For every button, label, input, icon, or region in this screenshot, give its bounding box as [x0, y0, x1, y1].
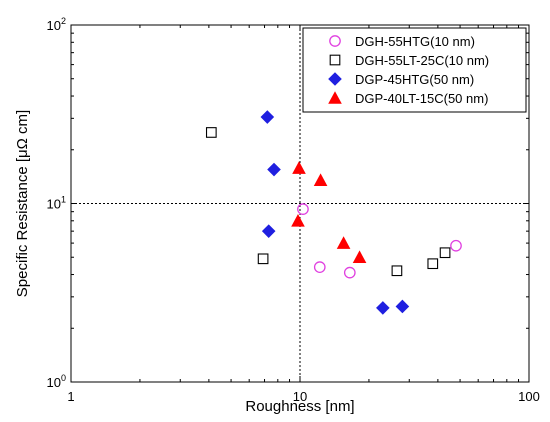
legend-marker — [328, 91, 342, 104]
data-point — [261, 224, 276, 238]
data-point — [391, 265, 403, 277]
series-2 — [205, 127, 451, 277]
data-point — [352, 250, 367, 264]
legend-marker — [329, 35, 341, 47]
series-1 — [297, 203, 462, 279]
legend-marker — [329, 54, 341, 66]
tick-labels: 1 10 100 100 101 102 — [47, 16, 540, 404]
y-tick-label: 102 — [47, 16, 66, 33]
y-tick-label: 100 — [47, 373, 66, 390]
data-point — [313, 173, 328, 187]
legend-label: DGH-55HTG(10 nm) — [355, 34, 475, 49]
data-point — [336, 236, 351, 249]
legend: DGH-55HTG(10 nm) DGH-55LT-25C(10 nm) DGP-4… — [302, 27, 527, 113]
data-point — [313, 261, 326, 273]
data-point — [450, 239, 462, 252]
data-point — [205, 127, 217, 138]
reference-lines — [71, 25, 529, 382]
series-4 — [291, 161, 367, 264]
legend-label: DGP-45HTG(50 nm) — [355, 72, 474, 87]
data-marks — [205, 110, 462, 315]
legend-label: DGP-40LT-15C(50 nm) — [355, 91, 488, 106]
x-tick-label: 1 — [67, 389, 74, 404]
data-point — [260, 110, 275, 124]
data-point — [376, 301, 390, 315]
data-point — [343, 266, 356, 279]
data-point — [395, 299, 410, 314]
legend-marker — [328, 72, 342, 86]
data-point — [439, 247, 451, 259]
data-point — [267, 162, 281, 177]
x-tick-label: 100 — [518, 389, 540, 404]
x-tick-label: 10 — [293, 389, 307, 404]
legend-label: DGH-55LT-25C(10 nm) — [355, 53, 489, 68]
series-3 — [260, 110, 410, 315]
data-point — [257, 253, 269, 265]
data-point — [297, 203, 309, 215]
x-axis-title: Roughness [nm] — [245, 398, 354, 415]
y-tick-label: 101 — [47, 195, 66, 212]
data-point — [427, 258, 439, 270]
data-point — [292, 161, 306, 174]
data-point — [291, 213, 305, 227]
y-axis-title: Specific Resistance [μΩ cm] — [14, 110, 31, 297]
